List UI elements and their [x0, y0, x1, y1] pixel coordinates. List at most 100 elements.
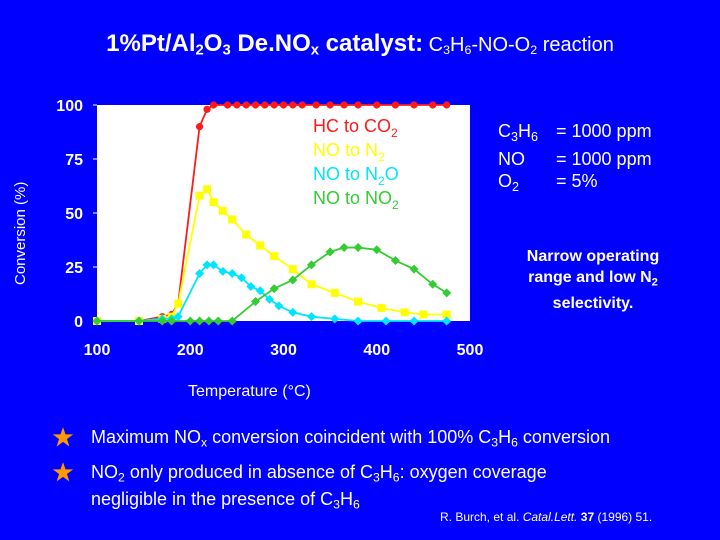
data-point-no-to-no2 [213, 316, 223, 326]
star-icon [52, 427, 74, 447]
y-tick-label: 100 [56, 98, 83, 115]
data-point-no-to-no2 [195, 316, 205, 326]
x-tick-label: 200 [177, 342, 204, 359]
data-point-hc-to-co2 [270, 101, 278, 109]
data-point-no-to-no2 [306, 260, 316, 270]
data-point-no-to-n2o [306, 312, 316, 322]
data-point-no-to-n2 [442, 310, 451, 319]
data-point-no-to-n2o [237, 273, 247, 283]
data-point-no-to-no2 [134, 316, 144, 326]
data-point-no-to-n2o [288, 307, 298, 317]
x-tick-label: 300 [270, 342, 297, 359]
data-point-no-to-n2 [377, 304, 386, 313]
data-point-no-to-no2 [204, 316, 214, 326]
data-point-hc-to-co2 [443, 101, 451, 109]
x-tick-label: 400 [363, 342, 390, 359]
data-point-no-to-n2 [195, 191, 204, 200]
data-point-no-to-n2 [330, 288, 339, 297]
slide-title: 1%Pt/Al2O3 De.NOx catalyst: C3H6-NO-O2 r… [106, 30, 614, 59]
data-point-no-to-n2o [442, 316, 452, 326]
data-point-hc-to-co2 [354, 101, 362, 109]
y-tick-label: 75 [65, 152, 83, 169]
data-point-no-to-n2o [246, 281, 256, 291]
data-point-no-to-n2 [307, 280, 316, 289]
data-point-no-to-no2 [92, 316, 102, 326]
data-point-no-to-n2 [209, 198, 218, 207]
data-point-no-to-n2o [409, 316, 419, 326]
data-point-hc-to-co2 [279, 101, 288, 109]
data-point-no-to-no2 [339, 243, 349, 253]
data-point-no-to-n2 [256, 241, 265, 250]
data-point-no-to-no2 [353, 243, 363, 253]
data-point-no-to-n2o [195, 268, 205, 278]
data-point-no-to-n2 [218, 206, 227, 215]
data-point-hc-to-co2 [233, 101, 241, 109]
reaction-conditions: C3H6 = 1000 ppm NO = 1000 ppm O2 = 5% [498, 120, 652, 198]
data-point-hc-to-co2 [203, 105, 211, 113]
condition-c3h6: C3H6 = 1000 ppm [498, 121, 652, 144]
data-point-no-to-no2 [428, 279, 438, 289]
data-point-no-to-n2 [174, 299, 183, 308]
y-tick-label: 50 [65, 206, 83, 223]
data-point-hc-to-co2 [242, 101, 250, 109]
data-point-no-to-no2 [251, 297, 261, 307]
data-point-hc-to-co2 [340, 101, 348, 109]
data-point-no-to-n2 [400, 308, 409, 317]
data-point-hc-to-co2 [223, 101, 232, 109]
data-point-no-to-no2 [269, 284, 279, 294]
data-point-no-to-no2 [390, 256, 400, 266]
data-point-no-to-n2o [202, 260, 212, 270]
data-point-hc-to-co2 [410, 101, 418, 109]
data-point-no-to-n2o [381, 316, 391, 326]
data-point-no-to-n2o [227, 268, 237, 278]
data-point-hc-to-co2 [298, 101, 306, 109]
data-point-no-to-n2o [330, 314, 340, 324]
selectivity-note: Narrow operating range and low N2 select… [526, 248, 660, 313]
data-point-no-to-n2o [265, 294, 275, 304]
data-point-no-to-n2o [255, 286, 265, 296]
data-point-hc-to-co2 [289, 101, 297, 109]
data-point-no-to-no2 [372, 245, 382, 255]
data-point-no-to-n2 [203, 185, 212, 194]
condition-no: NO = 1000 ppm [498, 148, 652, 169]
data-point-hc-to-co2 [373, 101, 381, 109]
data-point-no-to-no2 [409, 264, 419, 274]
data-point-hc-to-co2 [261, 101, 269, 109]
data-point-hc-to-co2 [209, 101, 218, 109]
y-tick-label: 0 [74, 314, 83, 331]
data-point-no-to-n2 [288, 265, 297, 274]
data-point-no-to-n2 [354, 297, 363, 306]
citation: R. Burch, et al. Catal.Lett. 37 (1996) 5… [440, 510, 653, 524]
data-point-no-to-n2o [209, 260, 219, 270]
plot-area [97, 105, 470, 321]
x-axis-label: Temperature (°C) [188, 383, 311, 400]
data-point-no-to-no2 [442, 288, 452, 298]
y-tick-label: 25 [65, 260, 83, 277]
data-point-hc-to-co2 [429, 101, 437, 109]
data-point-no-to-n2o [274, 301, 284, 311]
data-point-no-to-n2 [242, 230, 251, 239]
data-point-hc-to-co2 [312, 101, 320, 109]
legend-entry-no-to-n2: NO to N2 [313, 140, 385, 164]
x-tick-label: 500 [457, 342, 484, 359]
data-point-no-to-no2 [288, 275, 298, 285]
data-point-no-to-n2o [218, 266, 228, 276]
legend-entry-no-to-n2o: NO to N2O [313, 164, 399, 188]
x-tick-label: 100 [84, 342, 111, 359]
condition-o2: O2 = 5% [498, 170, 598, 194]
data-point-hc-to-co2 [251, 101, 260, 109]
data-point-no-to-n2o [173, 312, 183, 322]
data-point-no-to-n2 [228, 215, 237, 224]
data-point-hc-to-co2 [326, 101, 334, 109]
data-point-no-to-n2 [270, 252, 279, 261]
data-point-hc-to-co2 [391, 101, 399, 109]
data-point-hc-to-co2 [195, 123, 204, 131]
data-point-no-to-n2 [419, 310, 428, 319]
data-point-no-to-no2 [325, 247, 335, 257]
data-point-no-to-no2 [167, 316, 177, 326]
legend-entry-hc-to-co2: HC to CO2 [313, 116, 398, 140]
data-point-no-to-no2 [185, 316, 195, 326]
data-point-no-to-no2 [157, 316, 167, 326]
legend-entry-no-to-no2: NO to NO2 [313, 188, 399, 212]
